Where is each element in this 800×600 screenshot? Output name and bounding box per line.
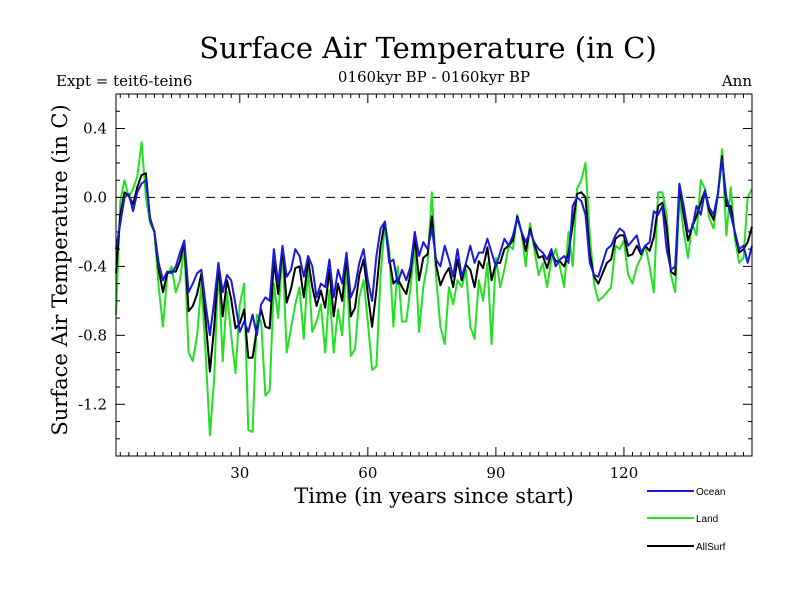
legend-label-ocean: Ocean — [696, 487, 725, 498]
chart-title: Surface Air Temperature (in C) — [199, 31, 657, 65]
x-axis-label: Time (in years since start) — [294, 484, 573, 508]
expt-label: Expt = teit6-tein6 — [56, 72, 192, 90]
y-axis-label: Surface Air Temperature (in C) — [48, 104, 72, 435]
y-tick-label: 0.4 — [83, 119, 107, 137]
legend-label-allsurf: AllSurf — [696, 542, 726, 553]
axis-layer: 30 60 90 120 0.4 0.0 -0.4 -0.8 -1.2 — [78, 93, 753, 482]
x-tick-label: 120 — [610, 464, 639, 482]
chart-subtitle: 0160kyr BP - 0160kyr BP — [338, 68, 530, 86]
series-layer — [115, 141, 753, 437]
y-tick-label: 0.0 — [83, 188, 107, 206]
series-line-ocean — [115, 158, 753, 337]
legend: Ocean Land AllSurf — [647, 487, 726, 553]
x-tick-label: 60 — [358, 464, 377, 482]
series-line-land — [115, 141, 753, 437]
x-tick-label: 30 — [230, 464, 249, 482]
legend-label-land: Land — [696, 514, 718, 525]
period-label: Ann — [721, 72, 752, 90]
y-tick-label: -1.2 — [78, 395, 107, 413]
x-tick-label: 90 — [486, 464, 505, 482]
y-tick-label: -0.8 — [78, 326, 107, 344]
plot-frame — [115, 93, 753, 457]
y-tick-label: -0.4 — [78, 257, 107, 275]
series-line-allsurf — [115, 155, 753, 373]
